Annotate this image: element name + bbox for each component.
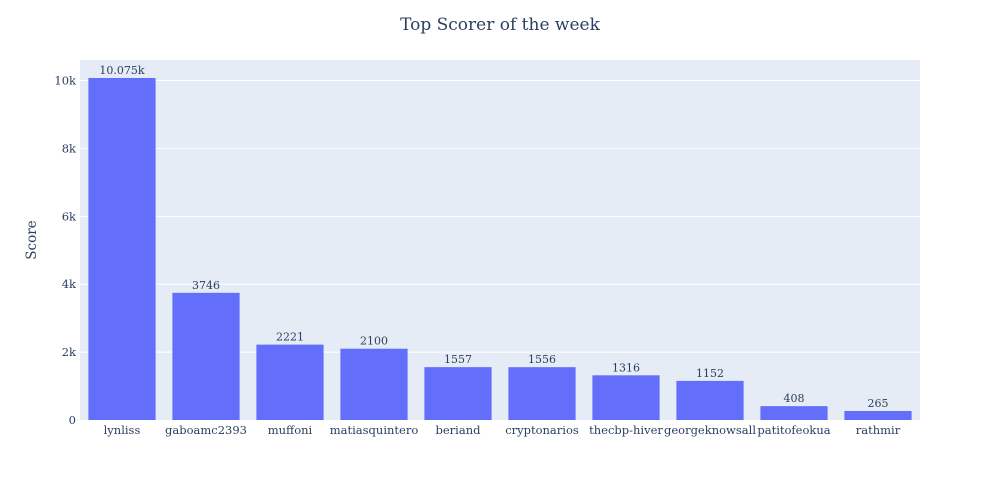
y-tick-label: 2k xyxy=(62,345,77,359)
x-tick-label: rathmir xyxy=(856,423,901,437)
bar-matiasquintero[interactable] xyxy=(340,348,408,420)
bar-value-label: 2221 xyxy=(276,331,304,344)
bar-georgeknowsall[interactable] xyxy=(676,380,744,420)
bar-rathmir[interactable] xyxy=(844,411,912,420)
bar-cryptonarios[interactable] xyxy=(508,367,576,420)
y-tick-label: 8k xyxy=(62,141,77,155)
y-tick-label: 4k xyxy=(62,277,77,291)
bar-value-label: 1556 xyxy=(528,353,556,366)
bar-muffoni[interactable] xyxy=(256,344,324,420)
bar-thecbp-hiver[interactable] xyxy=(592,375,660,420)
y-tick-label: 10k xyxy=(54,74,77,88)
x-tick-label: lynliss xyxy=(104,423,141,437)
y-tick-label: 6k xyxy=(62,209,77,223)
bars xyxy=(88,77,912,420)
x-tick-label: patitofeokua xyxy=(757,423,830,437)
bar-value-label: 1316 xyxy=(612,361,640,374)
x-tick-label: cryptonarios xyxy=(505,423,579,437)
bar-value-label: 408 xyxy=(784,392,805,405)
y-tick-label: 0 xyxy=(69,413,76,427)
x-tick-label: beriand xyxy=(436,423,482,437)
bar-value-label: 1557 xyxy=(444,353,472,366)
x-tick-label: matiasquintero xyxy=(330,423,419,437)
y-axis-title: Score xyxy=(24,220,40,259)
x-tick-label: georgeknowsall xyxy=(664,423,756,437)
y-axis-ticks: 0 2k 4k 6k 8k 10k xyxy=(54,74,77,427)
bar-value-label: 10.075k xyxy=(99,64,144,77)
bar-lynliss[interactable] xyxy=(88,77,156,420)
x-axis-ticks: lynliss gaboamc2393 muffoni matiasquintero b… xyxy=(104,423,901,437)
chart-title: Top Scorer of the week xyxy=(400,15,601,35)
bar-gaboamc2393[interactable] xyxy=(172,292,240,420)
x-tick-label: gaboamc2393 xyxy=(165,423,247,437)
bar-value-labels: 10.075k 3746 2221 2100 1557 1556 1316 1152 408 26… xyxy=(99,64,888,410)
bar-beriand[interactable] xyxy=(424,367,492,420)
x-tick-label: muffoni xyxy=(268,423,313,437)
x-tick-label: thecbp-hiver xyxy=(589,423,663,437)
bar-value-label: 3746 xyxy=(192,279,220,292)
bar-value-label: 1152 xyxy=(696,367,724,380)
bar-value-label: 2100 xyxy=(360,335,388,348)
bar-value-label: 265 xyxy=(868,397,889,410)
bar-patitofeokua[interactable] xyxy=(760,406,828,420)
